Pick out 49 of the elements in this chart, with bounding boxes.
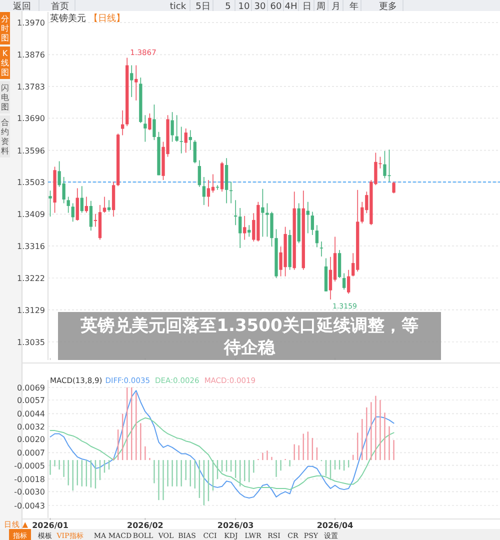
annotation: 日 (302, 2, 312, 12)
y-tick-label: 0.0007 (17, 448, 45, 458)
y-tick-label: 0.0020 (17, 434, 45, 444)
y-tick-label: -0.0005 (14, 461, 45, 470)
y-tick-label: -0.0030 (14, 488, 45, 497)
line-series (50, 390, 394, 498)
text: 合约资料 (1, 118, 9, 156)
annotation: 10 (238, 2, 250, 12)
y-tick-label: -0.0043 (14, 501, 45, 510)
x-tick-label: 2026/04 (316, 521, 354, 530)
y-tick-label: 1.3222 (17, 274, 45, 284)
annotation: 首页 (51, 1, 69, 12)
x-tick-label: 2026/03 (217, 521, 254, 530)
annotation: 年 (350, 1, 358, 12)
annotation: 5 (225, 2, 231, 12)
annotation: 60 (270, 2, 282, 12)
chart-title: 英镑美元 (50, 13, 86, 24)
text: 闪电图 (1, 84, 9, 112)
headline: 英镑兑美元回落至1.3500关口延续调整，等待企稳 (58, 312, 441, 360)
y-tick-label: 1.3783 (17, 82, 45, 92)
y-tick-label: -0.0018 (14, 475, 45, 484)
annotation: 月 (332, 2, 340, 12)
y-tick-label: 1.3876 (17, 50, 45, 60)
y-tick-label: 1.3690 (17, 114, 45, 124)
x-tick-label: 2026/01 (32, 521, 69, 530)
y-tick-label: 1.3129 (17, 306, 45, 315)
y-tick-label: 0.0032 (17, 422, 45, 432)
text: 分时图 (1, 14, 9, 42)
y-tick-label: 1.3596 (17, 146, 45, 156)
y-tick-label: 0.0069 (17, 383, 45, 392)
y-tick-label: 0.0057 (17, 396, 45, 406)
y-tick-label: 1.3409 (17, 210, 45, 220)
annotation: tick (170, 2, 187, 12)
annotation: 30 (254, 2, 266, 12)
annotation: 周 (316, 1, 326, 12)
x-tick-label: 2026/02 (127, 521, 164, 530)
annotation: 5日 (196, 2, 210, 12)
annotation: 更多 (379, 1, 397, 12)
text: K线图 (1, 49, 9, 77)
y-tick-label: 1.3316 (17, 242, 45, 251)
y-tick-label: 0.0044 (17, 410, 45, 419)
annotation: 英镑兑美元回落至1.3500关口延续调整，等待企稳 (80, 316, 418, 358)
y-tick-label: 1.3970 (17, 18, 45, 28)
annotation: 4H (284, 2, 298, 12)
chart-subtitle: 【日线】 (89, 13, 125, 24)
line-series (50, 417, 394, 490)
y-tick-label: 1.3503 (17, 178, 45, 188)
y-tick-label: 1.3035 (17, 338, 45, 347)
text: 返回 (13, 1, 31, 12)
